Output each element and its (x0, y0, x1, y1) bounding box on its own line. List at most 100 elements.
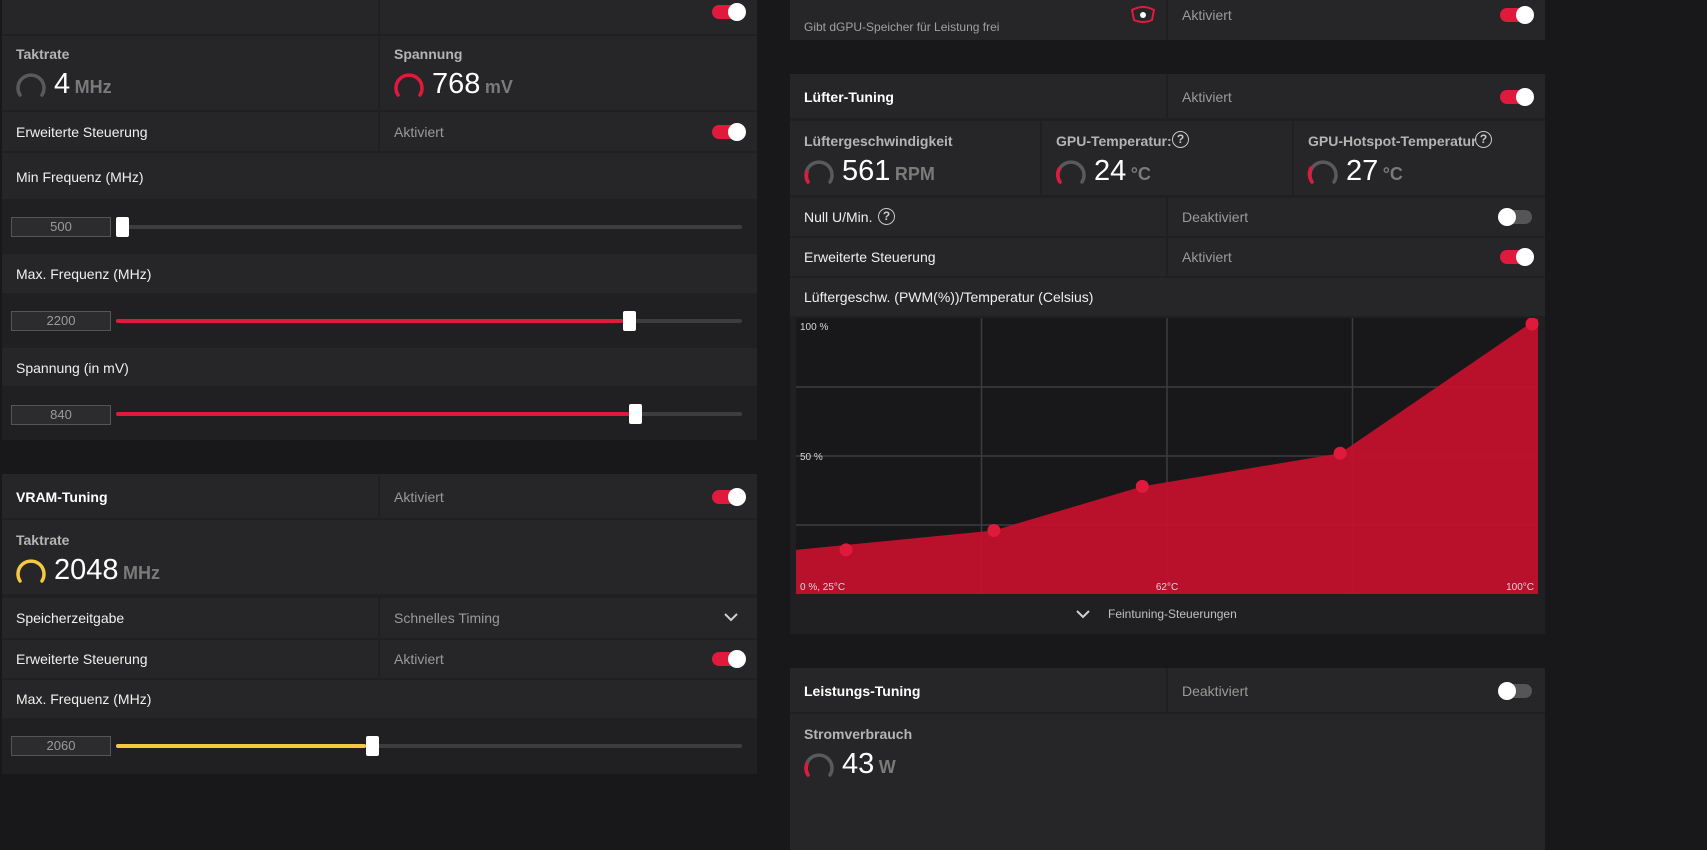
fan-advanced-status: Aktiviert (1182, 249, 1232, 265)
gpu-voltage-value: 768 (432, 68, 481, 100)
gpu-max-freq-label: Max. Frequenz (MHz) (16, 266, 152, 282)
fan-advanced-status-cell: Aktiviert (1168, 238, 1545, 276)
vram-timing-label: Speicherzeitgabe (16, 610, 125, 626)
vram-advanced-toggle[interactable] (712, 650, 746, 668)
zero-rpm-toggle[interactable] (1498, 208, 1532, 226)
fan-curve-header: Lüftergeschw. (PWM(%))/Temperatur (Celsi… (790, 278, 1545, 316)
chart-point[interactable] (987, 524, 1001, 538)
gpu-voltage-unit: mV (484, 77, 513, 97)
vram-max-freq-header: Max. Frequenz (MHz) (2, 680, 757, 718)
gpu-temp-value: 24 (1094, 155, 1127, 187)
fan-speed-readout: 561 RPM (842, 155, 935, 188)
vram-timing-dropdown[interactable]: Schnelles Timing (380, 598, 757, 638)
gpu-min-freq-thumb[interactable] (116, 217, 129, 237)
chart-x-tick-label: 0 %, 25°C (800, 582, 845, 593)
gpu-advanced-label: Erweiterte Steuerung (16, 124, 148, 140)
vram-max-freq-input[interactable]: 2060 (11, 736, 111, 756)
vram-timing-value: Schnelles Timing (394, 610, 500, 626)
power-gauge-icon (804, 753, 834, 777)
gpu-tuning-panel: Taktrate 4 MHz Spannung 768 mV Erweitert… (2, 0, 757, 440)
zero-rpm-status: Deaktiviert (1182, 209, 1249, 225)
power-toggle[interactable] (1498, 682, 1532, 700)
chevron-down-icon[interactable] (1076, 609, 1090, 619)
gpu-min-freq-input[interactable]: 500 (11, 217, 111, 237)
vram-clock-gauge-icon (16, 559, 46, 583)
gpu-clock-unit: MHz (74, 77, 112, 97)
fan-speed-value: 561 (842, 155, 891, 187)
vram-advanced-status-cell: Aktiviert (380, 640, 757, 678)
gpu-hotspot-help-icon[interactable]: ? (1475, 131, 1492, 148)
gpu-temp-label: GPU-Temperatur: (1056, 133, 1172, 149)
gpu-hotspot-cell: GPU-Hotspot-Temperatur ? 27 °C (1294, 121, 1545, 195)
power-title: Leistungs-Tuning (804, 683, 921, 699)
fan-advanced-toggle[interactable] (1500, 248, 1534, 266)
gpu-advanced-toggle[interactable] (712, 123, 746, 141)
vram-clock-label: Taktrate (16, 532, 70, 548)
gpu-hotspot-readout: 27 °C (1346, 155, 1403, 188)
gpu-min-freq-slider[interactable] (116, 217, 742, 237)
fan-header-row: Lüfter-Tuning (790, 74, 1166, 118)
gpu-tuning-header-row (2, 0, 378, 34)
chart-point[interactable] (1333, 446, 1347, 460)
chevron-down-icon[interactable] (724, 612, 738, 622)
logo-icon (1130, 6, 1156, 23)
gpu-voltage-thumb[interactable] (629, 404, 643, 424)
zero-rpm-help-icon[interactable]: ? (878, 208, 895, 225)
gpu-max-freq-input[interactable]: 2200 (11, 311, 111, 331)
vram-clock-value: 2048 (54, 554, 119, 586)
vram-status-cell: Aktiviert (380, 474, 757, 518)
gpu-voltage-input[interactable]: 840 (11, 405, 111, 425)
gpu-max-freq-thumb[interactable] (623, 311, 637, 331)
power-status-cell: Deaktiviert (1168, 668, 1545, 712)
top-feature-toggle[interactable] (1500, 6, 1534, 24)
gpu-voltage-slider-header: Spannung (in mV) (2, 348, 757, 386)
gpu-voltage-slider[interactable] (116, 404, 742, 424)
vram-advanced-status: Aktiviert (394, 651, 444, 667)
chart-point[interactable] (839, 543, 853, 557)
vram-max-freq-slider[interactable] (116, 736, 742, 756)
gpu-clock-cell: Taktrate 4 MHz (2, 36, 378, 110)
top-feature-status: Aktiviert (1182, 7, 1232, 23)
fan-curve-chart[interactable]: 100 % 50 % 0 %, 25°C 62°C 100°C (796, 318, 1545, 594)
power-consumption-label: Stromverbrauch (804, 726, 913, 742)
fan-advanced-label: Erweiterte Steuerung (804, 249, 936, 265)
vram-advanced-label: Erweiterte Steuerung (16, 651, 148, 667)
gpu-hotspot-label: GPU-Hotspot-Temperatur (1308, 133, 1477, 149)
gpu-advanced-status: Aktiviert (394, 124, 444, 140)
gpu-voltage-gauge-icon (394, 73, 424, 97)
fan-status-cell: Aktiviert (1168, 74, 1545, 118)
fan-speed-gauge-icon (804, 160, 834, 184)
fan-speed-unit: RPM (894, 164, 935, 184)
power-consumption-cell: Stromverbrauch 43 W (790, 714, 1545, 850)
power-value: 43 (842, 748, 875, 780)
gpu-tuning-toggle[interactable] (712, 3, 746, 21)
vram-max-freq-thumb[interactable] (366, 736, 380, 756)
gpu-voltage-label: Spannung (394, 46, 463, 62)
gpu-voltage-readout: 768 mV (432, 68, 513, 101)
vram-header-row: VRAM-Tuning (2, 474, 378, 518)
gpu-advanced-row: Erweiterte Steuerung (2, 112, 378, 151)
vram-toggle[interactable] (712, 488, 746, 506)
vram-clock-readout: 2048 MHz (54, 554, 160, 587)
gpu-temp-readout: 24 °C (1094, 155, 1151, 188)
chart-point[interactable] (1525, 318, 1539, 331)
gpu-hotspot-value: 27 (1346, 155, 1379, 187)
top-feature-desc-cell: Gibt dGPU-Speicher für Leistung frei (790, 0, 1166, 40)
fan-status: Aktiviert (1182, 89, 1232, 105)
chart-y-tick-label: 50 % (800, 452, 823, 463)
gpu-temp-gauge-icon (1055, 160, 1086, 184)
gpu-temp-help-icon[interactable]: ? (1172, 131, 1189, 148)
fan-advanced-row: Erweiterte Steuerung (790, 238, 1166, 276)
chart-point[interactable] (1135, 479, 1149, 493)
vram-max-freq-label: Max. Frequenz (MHz) (16, 691, 152, 707)
fan-toggle[interactable] (1500, 88, 1534, 106)
chart-area-series (796, 318, 1538, 594)
gpu-min-freq-label: Min Frequenz (MHz) (16, 169, 144, 185)
vram-timing-row: Speicherzeitgabe (2, 598, 378, 638)
zero-rpm-row: Null U/Min. ? (790, 198, 1166, 236)
power-tuning-panel: Leistungs-Tuning Deaktiviert Stromverbra… (790, 668, 1545, 850)
gpu-max-freq-slider[interactable] (116, 311, 742, 331)
vram-tuning-panel: VRAM-Tuning Aktiviert Taktrate 2048 MHz … (2, 474, 757, 774)
fine-tune-toggle[interactable]: Feintuning-Steuerungen (790, 598, 1545, 630)
power-readout: 43 W (842, 748, 896, 781)
